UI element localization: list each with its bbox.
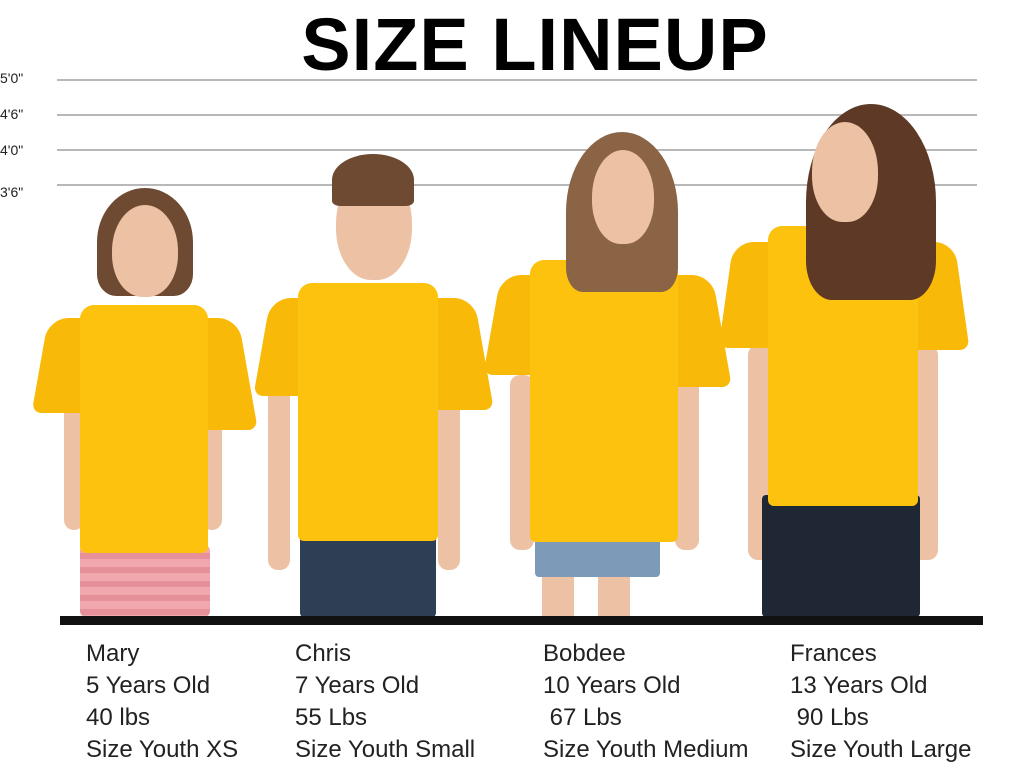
kid-size: Size Youth XS <box>86 736 239 763</box>
height-label: 3'6" <box>0 184 24 200</box>
height-line-4ft <box>57 149 977 151</box>
height-label: 4'0" <box>0 142 24 158</box>
kid-age: 10 Years Old <box>543 672 681 699</box>
kid-weight: 90 Lbs <box>790 704 869 731</box>
kid-weight: 67 Lbs <box>543 704 622 731</box>
height-label: 5'0" <box>0 70 24 86</box>
kid-name: Bobdee <box>543 640 626 667</box>
height-line-4ft6 <box>57 114 977 116</box>
kid-weight: 55 Lbs <box>295 704 368 731</box>
kid-name: Frances <box>790 640 877 667</box>
kid-info-frances: Frances 13 Years Old 90 Lbs Size Youth L… <box>790 638 972 766</box>
floor-line <box>60 616 983 625</box>
kid-info-chris: Chris 7 Years Old 55 Lbs Size Youth Smal… <box>295 638 475 766</box>
height-line-3ft6 <box>57 184 977 186</box>
kid-info-mary: Mary 5 Years Old 40 lbs Size Youth XS <box>86 638 238 766</box>
kid-size: Size Youth Large <box>790 736 972 763</box>
height-label: 4'6" <box>0 106 24 122</box>
kid-size: Size Youth Medium <box>543 736 749 763</box>
kid-name: Mary <box>86 640 140 667</box>
kid-age: 7 Years Old <box>295 672 420 699</box>
kid-info-bobdee: Bobdee 10 Years Old 67 Lbs Size Youth Me… <box>543 638 748 766</box>
height-line-5ft <box>57 79 977 81</box>
kid-weight: 40 lbs <box>86 704 151 731</box>
kid-age: 13 Years Old <box>790 672 928 699</box>
kid-age: 5 Years Old <box>86 672 211 699</box>
kid-size: Size Youth Small <box>295 736 476 763</box>
page-title: SIZE LINEUP <box>301 3 769 86</box>
kid-name: Chris <box>295 640 352 667</box>
